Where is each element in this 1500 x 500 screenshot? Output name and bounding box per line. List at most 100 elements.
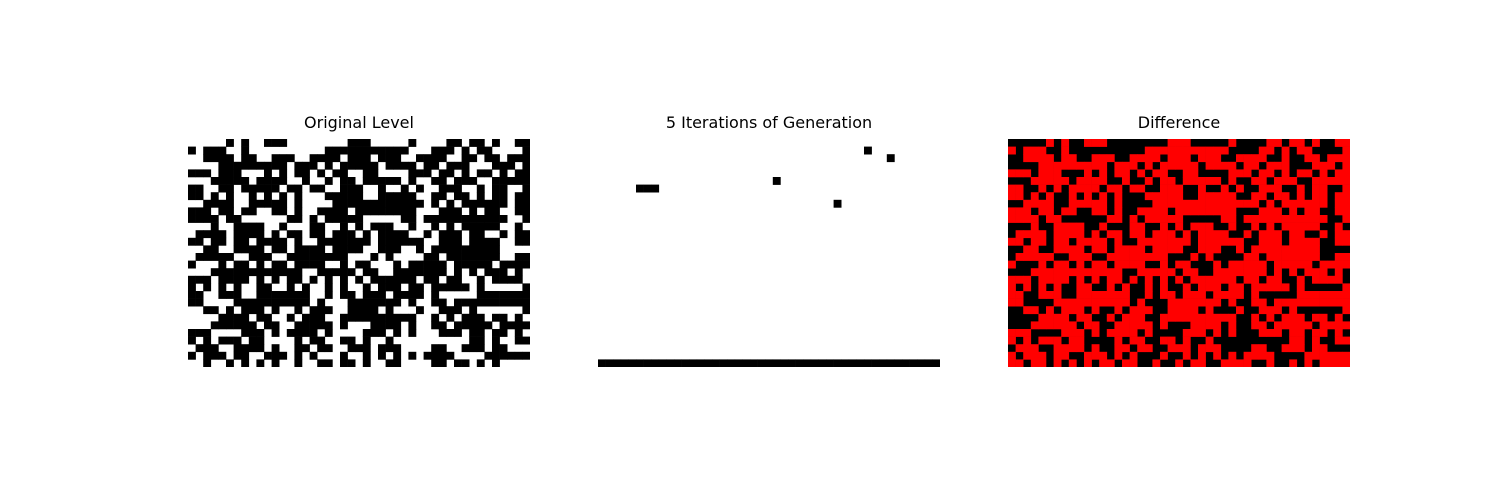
heatmap-cell <box>514 351 523 360</box>
heatmap-cell <box>400 184 409 193</box>
heatmap-cell <box>484 321 493 330</box>
heatmap-cell <box>1053 298 1062 307</box>
heatmap-cell <box>271 207 280 216</box>
heatmap-cell <box>248 154 257 163</box>
heatmap-cell <box>1342 359 1350 367</box>
heatmap-cell <box>1129 336 1138 345</box>
heatmap-cell <box>431 321 440 330</box>
heatmap-cell <box>1274 215 1282 223</box>
heatmap-cell <box>1030 177 1039 185</box>
heatmap-cell <box>1068 268 1077 277</box>
heatmap-cell <box>454 298 462 307</box>
heatmap-cell <box>1038 359 1047 367</box>
heatmap-cell <box>355 139 364 147</box>
heatmap-cell <box>1046 291 1054 299</box>
heatmap-cell <box>317 306 326 315</box>
heatmap-cell <box>856 359 865 367</box>
heatmap-cell <box>431 275 440 284</box>
heatmap-cell <box>1296 199 1305 208</box>
heatmap-cell <box>1182 260 1191 269</box>
heatmap-cell <box>324 344 333 353</box>
heatmap-cell <box>431 199 440 208</box>
heatmap-cell <box>454 184 462 193</box>
heatmap-cell <box>522 230 530 239</box>
heatmap-cell <box>1030 230 1039 239</box>
heatmap-cell <box>355 184 364 193</box>
heatmap-cell <box>1129 245 1138 254</box>
heatmap-cell <box>378 192 386 201</box>
heatmap-cell <box>658 359 667 367</box>
heatmap-cell <box>1342 253 1350 261</box>
heatmap-cell <box>416 268 424 277</box>
heatmap-cell <box>1182 177 1191 185</box>
heatmap-cell <box>340 207 348 216</box>
heatmap-cell <box>317 169 326 178</box>
heatmap-cell <box>454 359 462 367</box>
heatmap-cell <box>1068 344 1077 353</box>
heatmap-cell <box>1281 199 1290 208</box>
heatmap-cell <box>492 215 500 223</box>
heatmap-cell <box>1213 177 1222 185</box>
heatmap-cell <box>446 351 455 360</box>
heatmap-cell <box>1334 207 1343 216</box>
heatmap-cell <box>431 245 440 254</box>
heatmap-cell <box>1312 313 1320 322</box>
heatmap-cell <box>248 161 257 170</box>
heatmap-cell <box>1342 169 1350 178</box>
heatmap-cell <box>514 291 523 299</box>
heatmap-cell <box>393 275 402 284</box>
heatmap-cell <box>294 291 303 299</box>
heatmap-cell <box>248 253 257 261</box>
heatmap-cell <box>1122 169 1130 178</box>
heatmap-cell <box>362 207 371 216</box>
heatmap-cell <box>1076 336 1085 345</box>
heatmap-cell <box>1251 283 1260 292</box>
heatmap-cell <box>1023 306 1032 315</box>
heatmap-cell <box>514 169 523 178</box>
heatmap-cell <box>355 260 364 269</box>
heatmap-cell <box>355 237 364 246</box>
heatmap-cell <box>1160 184 1168 193</box>
heatmap-cell <box>378 222 386 231</box>
heatmap-cell <box>317 230 326 239</box>
heatmap-cell <box>1053 283 1062 292</box>
heatmap-cell <box>309 215 318 223</box>
heatmap-cell <box>1289 177 1298 185</box>
heatmap-cell <box>1144 161 1153 170</box>
heatmap-cell <box>400 275 409 284</box>
heatmap-cell <box>1258 207 1267 216</box>
heatmap-cell <box>1319 169 1328 178</box>
heatmap-cell <box>241 222 250 231</box>
heatmap-cell <box>393 260 402 269</box>
heatmap-cell <box>1236 260 1244 269</box>
heatmap-cell <box>1198 344 1206 353</box>
heatmap-cell <box>1312 199 1320 208</box>
heatmap-cell <box>264 313 272 322</box>
heatmap-cell <box>1312 192 1320 201</box>
heatmap-cell <box>340 283 348 292</box>
heatmap-cell <box>188 283 196 292</box>
heatmap-cell <box>1099 245 1108 254</box>
heatmap-cell <box>317 359 326 367</box>
heatmap-cell <box>1182 298 1191 307</box>
heatmap-cell <box>484 291 493 299</box>
heatmap-cell <box>1008 291 1016 299</box>
heatmap-cell <box>1030 222 1039 231</box>
heatmap-cell <box>476 169 485 178</box>
heatmap-cell <box>1236 169 1244 178</box>
heatmap-cell <box>226 313 234 322</box>
heatmap-cell <box>1198 222 1206 231</box>
heatmap-cell <box>218 146 227 155</box>
heatmap-cell <box>203 245 212 254</box>
heatmap-cell <box>454 260 462 269</box>
heatmap-cell <box>309 336 318 345</box>
heatmap-cell <box>438 260 447 269</box>
heatmap-cell <box>378 298 386 307</box>
heatmap-cell <box>1030 253 1039 261</box>
heatmap-cell <box>1213 298 1222 307</box>
heatmap-cell <box>294 268 303 277</box>
heatmap-cell <box>1258 260 1267 269</box>
heatmap-cell <box>271 291 280 299</box>
heatmap-cell <box>1091 275 1100 284</box>
heatmap-cell <box>1160 177 1168 185</box>
